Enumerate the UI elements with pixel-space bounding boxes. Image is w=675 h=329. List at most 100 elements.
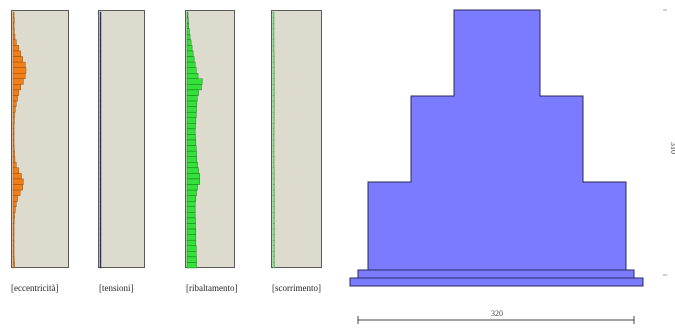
bar-eccentricita <box>12 100 17 107</box>
bar-scorrimento <box>272 234 275 241</box>
bar-eccentricita <box>12 117 15 124</box>
bar-scorrimento <box>272 84 275 91</box>
bar-scorrimento <box>272 217 275 224</box>
height-dimension-label: 310 <box>669 142 675 154</box>
bar-ribaltamento <box>186 28 190 35</box>
bar-ribaltamento <box>186 189 197 196</box>
bar-ribaltamento <box>186 256 197 263</box>
bar-ribaltamento <box>186 34 191 41</box>
bar-ribaltamento <box>186 22 189 29</box>
bar-ribaltamento <box>186 251 197 258</box>
bar-ribaltamento <box>186 173 200 180</box>
bar-scorrimento <box>272 262 275 269</box>
bar-ribaltamento <box>186 178 200 185</box>
bar-scorrimento <box>272 139 275 146</box>
bar-tensioni <box>99 117 102 124</box>
bar-ribaltamento <box>186 239 197 246</box>
bar-eccentricita <box>12 217 15 224</box>
bar-ribaltamento <box>186 11 189 18</box>
bar-eccentricita <box>12 245 15 252</box>
bar-ribaltamento <box>186 50 194 57</box>
bar-ribaltamento <box>186 95 198 102</box>
bar-eccentricita <box>12 61 26 68</box>
bar-scorrimento <box>272 145 275 152</box>
bar-eccentricita <box>12 17 15 24</box>
bar-ribaltamento <box>186 134 196 141</box>
bar-tensioni <box>99 173 102 180</box>
bar-ribaltamento <box>186 201 196 207</box>
bar-tensioni <box>99 28 102 35</box>
bar-eccentricita <box>12 134 15 141</box>
bar-tensioni <box>99 189 102 196</box>
bar-scorrimento <box>272 28 275 35</box>
bar-scorrimento <box>272 195 275 202</box>
bar-eccentricita <box>12 56 23 63</box>
bar-eccentricita <box>12 67 27 74</box>
bar-scorrimento <box>272 11 275 18</box>
panel-scorrimento <box>271 10 322 269</box>
bar-eccentricita <box>12 189 21 196</box>
bar-scorrimento <box>272 206 275 213</box>
bar-eccentricita <box>12 106 16 113</box>
bar-tensioni <box>99 201 102 207</box>
bar-ribaltamento <box>186 100 198 107</box>
bar-ribaltamento <box>186 195 197 202</box>
bar-scorrimento <box>272 256 275 263</box>
bar-tensioni <box>99 123 102 130</box>
bar-scorrimento <box>272 95 275 102</box>
bar-ribaltamento <box>186 117 197 124</box>
bar-eccentricita <box>12 156 16 163</box>
bar-eccentricita <box>12 206 16 213</box>
bar-scorrimento <box>272 100 275 107</box>
bar-tensioni <box>99 61 102 68</box>
bar-eccentricita <box>12 234 15 241</box>
bar-ribaltamento <box>186 228 197 235</box>
bar-eccentricita <box>12 173 22 180</box>
bar-tensioni <box>99 111 102 118</box>
bar-scorrimento <box>272 111 275 118</box>
bar-ribaltamento <box>186 84 202 91</box>
bar-tensioni <box>99 106 102 113</box>
bar-ribaltamento <box>186 184 198 191</box>
bar-tensioni <box>99 145 102 152</box>
bar-eccentricita <box>12 22 15 29</box>
bar-scorrimento <box>272 89 275 96</box>
bar-scorrimento <box>272 162 275 169</box>
bar-eccentricita <box>12 167 20 174</box>
panel-tensioni <box>98 10 145 269</box>
bar-scorrimento <box>272 61 275 68</box>
bar-tensioni <box>99 234 102 241</box>
bar-ribaltamento <box>186 106 197 113</box>
chart-scorrimento <box>272 11 275 269</box>
bar-eccentricita <box>12 11 15 18</box>
label-ribaltamento: [ribaltamento] <box>186 283 238 293</box>
bar-eccentricita <box>12 78 24 85</box>
bar-tensioni <box>99 134 102 141</box>
bar-tensioni <box>99 17 102 24</box>
bar-ribaltamento <box>186 139 197 146</box>
bar-ribaltamento <box>186 206 196 213</box>
label-tensioni: [tensioni] <box>99 283 134 293</box>
bar-eccentricita <box>12 195 18 202</box>
label-scorrimento: [scorrimento] <box>272 283 321 293</box>
bar-scorrimento <box>272 212 275 219</box>
bar-ribaltamento <box>186 162 198 169</box>
bar-eccentricita <box>12 34 16 41</box>
bar-eccentricita <box>12 262 15 269</box>
bar-scorrimento <box>272 73 275 79</box>
bar-tensioni <box>99 67 102 74</box>
bar-scorrimento <box>272 178 275 185</box>
bar-tensioni <box>99 162 102 169</box>
bar-tensioni <box>99 206 102 213</box>
wall-section-shape <box>349 9 644 287</box>
bar-ribaltamento <box>186 45 193 52</box>
bar-scorrimento <box>272 134 275 141</box>
bar-tensioni <box>99 156 102 163</box>
bar-tensioni <box>99 100 102 107</box>
bar-eccentricita <box>12 111 15 118</box>
bar-tensioni <box>99 89 102 96</box>
bar-scorrimento <box>272 78 275 85</box>
bar-scorrimento <box>272 201 275 207</box>
label-eccentricita: [eccentricità] <box>11 283 59 293</box>
bar-tensioni <box>99 39 102 46</box>
